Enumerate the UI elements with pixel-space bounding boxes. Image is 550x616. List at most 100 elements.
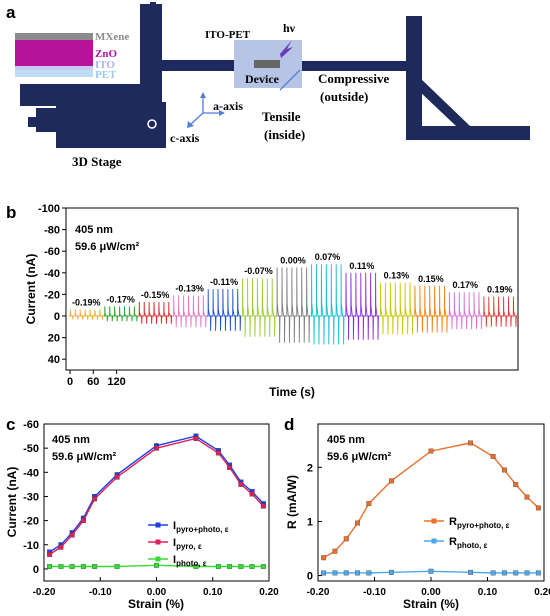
data-point (428, 448, 434, 454)
compressive-sub-label: (outside) (320, 89, 368, 104)
y-tick-label: 2 (307, 462, 313, 474)
plot-b-trace (482, 296, 517, 327)
plot-b-y-tick-label: 20 (48, 333, 60, 345)
plot-b-trace (448, 292, 483, 330)
legend-main: I (173, 520, 176, 532)
data-point (388, 569, 394, 575)
data-point (343, 536, 349, 542)
data-point (154, 562, 159, 568)
data-point (58, 544, 64, 550)
plot-d-wavelength: 405 nm (327, 434, 365, 446)
plot-b-strain-label: 0.11% (349, 261, 374, 271)
data-point (490, 454, 496, 459)
data-point (513, 570, 519, 576)
hv-label: hν (283, 21, 296, 35)
device-chip (254, 60, 280, 68)
light-bolt-icon (280, 40, 293, 58)
plot-b-traces (69, 264, 517, 345)
plot-b-strain-label: 0.07% (315, 252, 341, 262)
plot-d-y-axis-label: R (mA/W) (285, 475, 299, 529)
plot-d-intensity: 59.6 μW/cm² (327, 451, 392, 463)
data-point (249, 564, 255, 569)
layer-pet (15, 70, 93, 77)
data-point (193, 436, 199, 441)
y-tick-label: 0 (307, 571, 313, 583)
plot-b-y-axis-label: Current (nA) (24, 254, 38, 325)
legend-sub: photo, ε (457, 541, 488, 550)
plot-b-strain-label: 0.00% (280, 255, 306, 265)
tensile-label: Tensile (262, 109, 301, 124)
panel-c: c -60 -50 -40 -30 -20 -10 0 -0.20 -0.10 0.00 0.10 0… (5, 415, 279, 611)
ito-pet-label: ITO-PET (205, 29, 251, 41)
plot-b-x-tick-label: 0 (67, 376, 73, 388)
right-frame (302, 16, 530, 140)
plot-c-wavelength: 405 nm (52, 434, 90, 446)
x-tick-label: -0.10 (363, 587, 386, 598)
plot-b-trace (344, 272, 380, 340)
data-point (524, 494, 530, 500)
legend-sub: pyro+photo, ε (176, 525, 229, 534)
x-tick-label: -0.10 (89, 587, 112, 598)
x-tick-label: 0.00 (421, 587, 441, 598)
data-point (366, 501, 372, 507)
data-point (468, 440, 473, 446)
plot-b-wavelength: 405 nm (75, 224, 113, 236)
plot-d-axes: 0 1 2 -0.20 -0.10 0.00 0.10 0.20 (307, 462, 550, 598)
plot-b-strain-label: 0.13% (384, 271, 410, 281)
arrow-right-icon (219, 110, 225, 116)
y-tick-label: 0 (33, 564, 39, 576)
panel-d-label: d (284, 415, 294, 434)
plot-b-strain-labels: -0.19% -0.17% -0.15% -0.13% -0.11% -0.07% 0.00… (72, 252, 513, 307)
data-point (193, 564, 199, 569)
y-tick-label: -10 (23, 540, 39, 552)
plot-c-series (47, 433, 266, 569)
data-point (332, 570, 338, 576)
x-tick-label: 0.00 (147, 587, 167, 598)
legend-main: I (173, 554, 176, 566)
plot-b-strain-label: 0.17% (453, 280, 479, 290)
legend-sub: pyro+photo, ε (457, 521, 510, 530)
plot-b-y-tick-label: -20 (44, 289, 60, 301)
plot-b-strain-label: -0.11% (210, 277, 238, 287)
plot-b-trace (206, 288, 242, 331)
data-point (332, 548, 338, 554)
plot-b-strain-label: -0.19% (72, 298, 101, 308)
arrow-up-icon (200, 92, 206, 98)
plot-b-trace (379, 282, 414, 335)
legend-label: Iphoto, ε (173, 554, 207, 568)
data-point (366, 570, 372, 576)
data-point (490, 570, 496, 576)
plot-b-strain-label: 0.19% (487, 285, 513, 295)
data-point (535, 570, 541, 576)
data-point (260, 564, 266, 569)
panel-a-label: a (6, 3, 16, 22)
data-point (501, 467, 507, 473)
data-point (114, 474, 120, 480)
data-point (321, 570, 327, 576)
y-tick-label: -30 (23, 491, 39, 503)
layer-label-ito: ITO (95, 59, 115, 71)
x-tick-label: -0.20 (307, 587, 330, 598)
data-point (58, 564, 64, 569)
legend-main: I (173, 537, 176, 549)
data-point (227, 564, 233, 569)
plot-d-series (321, 440, 541, 576)
plot-b-x-tick-label: 60 (87, 376, 99, 388)
plot-b-intensity: 59.6 μW/cm² (75, 241, 140, 253)
legend-marker (155, 539, 161, 545)
compressive-label: Compressive (318, 71, 389, 86)
layer-label-pet: PET (95, 69, 117, 81)
plot-b-strain-label: -0.13% (175, 283, 204, 293)
data-point (80, 564, 86, 569)
x-tick-label: 0.20 (259, 587, 279, 598)
legend-label: Ipyro+photo, ε (173, 520, 229, 534)
data-point (321, 555, 327, 561)
data-point (238, 481, 244, 487)
data-point (501, 570, 507, 576)
x-tick-label: 0.20 (534, 587, 550, 598)
plot-b-x-ticks: 0 60 120 (67, 370, 126, 388)
legend-main: R (449, 516, 457, 528)
stage-label: 3D Stage (72, 154, 122, 169)
plot-b-trace (275, 267, 311, 343)
